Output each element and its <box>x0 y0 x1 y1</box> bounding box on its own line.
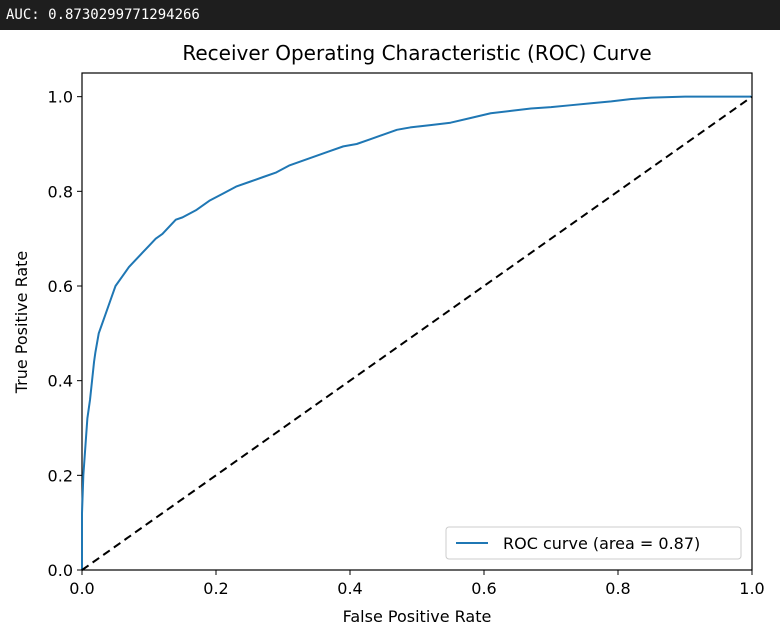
plot-frame <box>81 72 753 571</box>
x-tick-label: 0.2 <box>203 579 228 598</box>
roc-curve-line <box>81 95 752 570</box>
y-tick-label: 0.0 <box>48 561 73 580</box>
y-tick-label: 0.4 <box>48 372 73 391</box>
y-axis-label: True Positive Rate <box>12 251 31 395</box>
x-tick-label: 1.0 <box>739 579 764 598</box>
y-tick-label: 0.2 <box>48 466 73 485</box>
auc-output-text: AUC: 0.8730299771294266 <box>6 7 200 23</box>
notebook-output-bar: AUC: 0.8730299771294266 <box>0 0 780 30</box>
y-tick-label: 0.8 <box>48 182 73 201</box>
legend-label: ROC curve (area = 0.87) <box>503 534 700 553</box>
y-tick-label: 0.6 <box>48 277 73 296</box>
chart-title: Receiver Operating Characteristic (ROC) … <box>182 41 651 65</box>
y-tick-label: 1.0 <box>48 88 73 107</box>
chance-diagonal-line <box>81 95 753 571</box>
series-layer <box>81 95 753 571</box>
y-axis-ticks: 0.0 0.2 0.4 0.6 0.8 1.0 <box>48 88 82 580</box>
x-axis-label: False Positive Rate <box>343 607 492 625</box>
legend: ROC curve (area = 0.87) <box>445 526 742 560</box>
x-tick-label: 0.4 <box>337 579 362 598</box>
plot-area <box>81 72 753 571</box>
x-tick-label: 0.6 <box>471 579 496 598</box>
roc-chart: Receiver Operating Characteristic (ROC) … <box>12 41 765 625</box>
x-tick-label: 0.8 <box>605 579 630 598</box>
x-tick-label: 0.0 <box>69 579 94 598</box>
legend-box <box>445 526 742 560</box>
x-axis-ticks: 0.0 0.2 0.4 0.6 0.8 1.0 <box>69 570 765 598</box>
